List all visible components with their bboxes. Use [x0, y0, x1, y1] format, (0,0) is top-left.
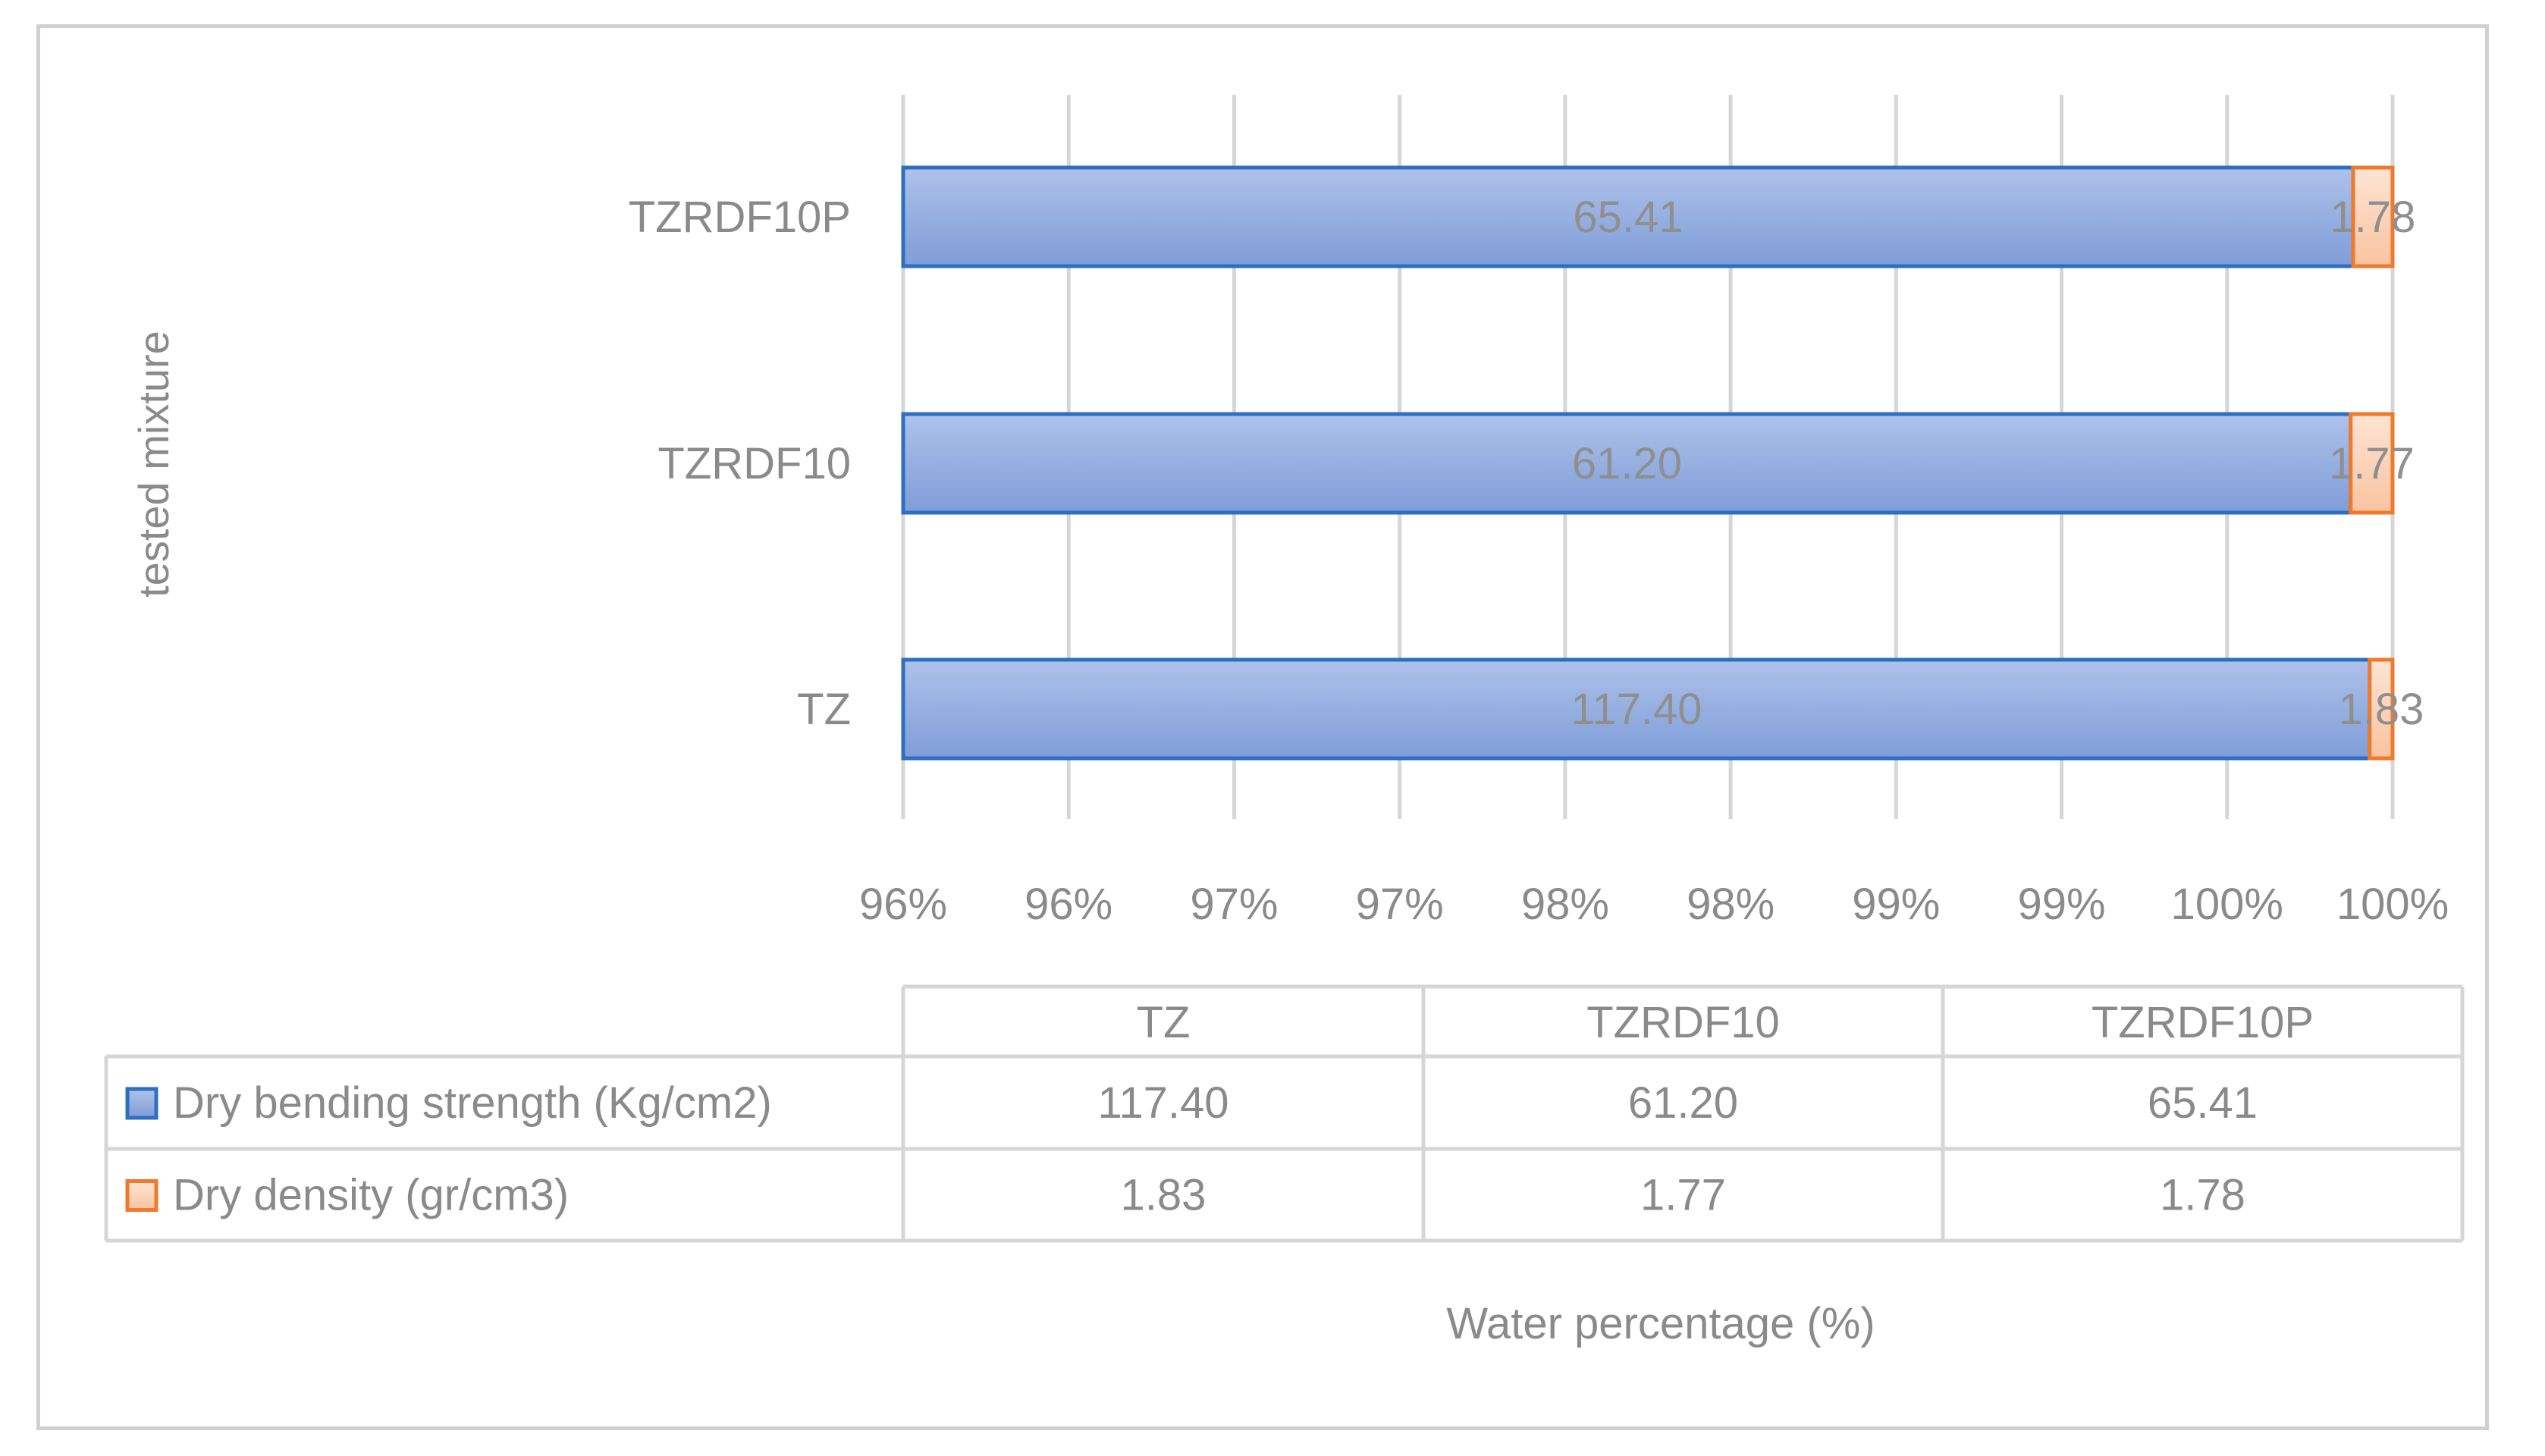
legend-key	[125, 1087, 158, 1120]
table-value-cell: 1.78	[2160, 1171, 2245, 1220]
x-tick-label: 100%	[2336, 880, 2449, 929]
x-tick-label: 97%	[1190, 880, 1278, 929]
legend-entry-label: Dry bending strength (Kg/cm2)	[173, 1078, 772, 1128]
bar-segment	[901, 412, 2353, 515]
y-axis-title: tested mixture	[130, 331, 177, 598]
bars	[901, 165, 2395, 761]
bar-data-label: 1.83	[2338, 685, 2424, 734]
legend-key	[125, 1179, 158, 1212]
table-value-cell: 1.83	[1121, 1171, 1207, 1220]
data-table: TZ TZRDF10 TZRDF10P Dry bending strength (K…	[104, 984, 2465, 1243]
table-header-cell: TZRDF10P	[2092, 998, 2314, 1047]
y-tick-label: TZRDF10	[657, 439, 851, 488]
x-axis-title: Water percentage (%)	[1446, 1299, 1875, 1348]
table-value-cell: 117.40	[1097, 1078, 1229, 1128]
bar-data-label: 65.41	[1573, 193, 1683, 242]
legend-entry-label: Dry density (gr/cm3)	[173, 1171, 569, 1220]
x-tick-label: 98%	[1687, 880, 1775, 929]
x-tick-label: 98%	[1521, 880, 1609, 929]
bar-segment	[2351, 165, 2395, 268]
bar-labels: 117.40 1.83 61.20 1.77 65.41 1.78	[1571, 193, 2424, 734]
x-tick-label: 99%	[1852, 880, 1940, 929]
bar-segment	[2349, 412, 2395, 515]
table-header-cell: TZ	[1137, 998, 1191, 1047]
y-tick-label: TZ	[797, 685, 851, 734]
table-value-cell: 65.41	[2148, 1078, 2258, 1128]
x-tick-labels: 96% 96% 97% 97% 98% 98% 99% 99% 100% 100%	[859, 880, 2449, 929]
bar-segment	[2368, 657, 2395, 761]
bar-data-label: 117.40	[1571, 685, 1702, 734]
bar-segment	[901, 165, 2355, 268]
bar-data-label: 1.77	[2329, 439, 2415, 488]
table-value-cell: 1.77	[1640, 1171, 1726, 1220]
table-value-cell: 61.20	[1628, 1078, 1738, 1128]
x-tick-label: 96%	[859, 880, 947, 929]
table-header-cell: TZRDF10	[1586, 998, 1780, 1047]
y-tick-labels: TZ TZRDF10 TZRDF10P	[629, 193, 851, 734]
y-tick-label: TZRDF10P	[629, 193, 851, 242]
x-tick-label: 99%	[2018, 880, 2106, 929]
bar-data-label: 61.20	[1572, 439, 1682, 488]
x-tick-label: 96%	[1025, 880, 1112, 929]
x-tick-label: 97%	[1356, 880, 1444, 929]
x-tick-label: 100%	[2171, 880, 2283, 929]
bar-data-label: 1.78	[2330, 193, 2416, 242]
bar-segment	[901, 657, 2372, 761]
